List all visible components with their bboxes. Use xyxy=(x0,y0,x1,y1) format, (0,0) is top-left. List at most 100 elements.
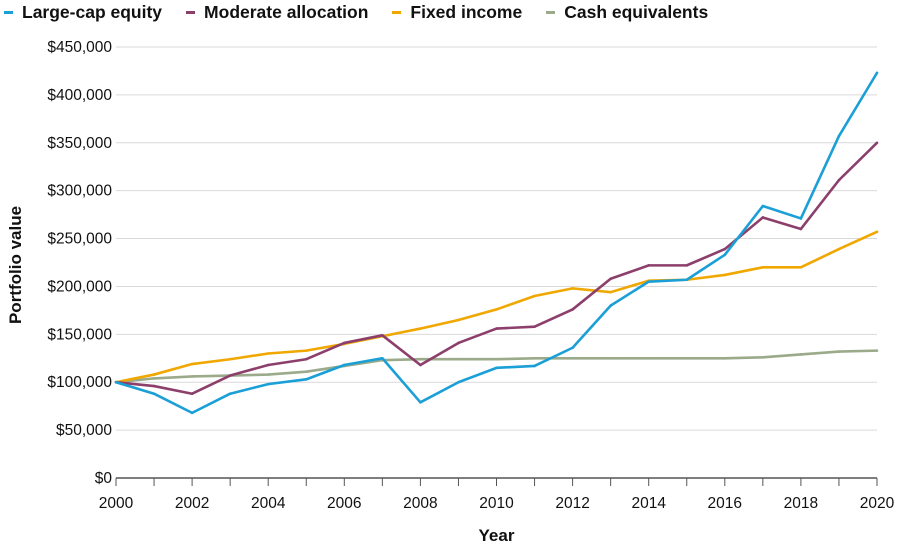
y-tick-label: $100,000 xyxy=(47,374,112,391)
data-point xyxy=(457,341,460,345)
series-line xyxy=(115,72,879,415)
x-tick-label: 2018 xyxy=(784,495,818,512)
data-point xyxy=(723,356,727,360)
legend-swatch xyxy=(186,11,196,14)
data-point xyxy=(533,294,536,298)
data-point xyxy=(343,363,346,367)
data-point xyxy=(190,411,194,415)
data-point xyxy=(304,357,308,361)
data-point xyxy=(457,357,460,361)
data-point xyxy=(152,373,156,376)
data-point xyxy=(875,349,879,352)
data-point xyxy=(571,287,574,290)
legend-swatch xyxy=(392,11,402,14)
y-tick-label: $50,000 xyxy=(56,422,112,439)
legend-swatch xyxy=(4,11,13,14)
y-axis-title: Portfolio value xyxy=(6,206,25,324)
data-point xyxy=(495,327,498,330)
data-point xyxy=(609,277,612,281)
series-moderate-allocation xyxy=(114,141,879,396)
data-point xyxy=(609,304,612,307)
y-tick-label: $0 xyxy=(95,470,113,487)
y-tick-label: $150,000 xyxy=(47,326,112,343)
data-point xyxy=(875,71,879,75)
x-tick-label: 2016 xyxy=(708,495,742,512)
legend-label: Large-cap equity xyxy=(22,2,163,22)
data-point xyxy=(533,325,536,328)
data-point xyxy=(533,356,536,360)
data-point xyxy=(685,264,689,267)
legend-swatch xyxy=(546,11,556,14)
data-point xyxy=(609,290,612,294)
data-point xyxy=(761,216,765,219)
data-point xyxy=(761,265,765,269)
legend-item: Fixed income xyxy=(392,2,522,23)
data-point xyxy=(343,341,346,345)
data-point xyxy=(723,253,727,257)
data-point xyxy=(304,370,308,373)
legend-label: Moderate allocation xyxy=(204,2,369,22)
data-point xyxy=(723,273,727,277)
x-tick-label: 2010 xyxy=(479,495,514,512)
x-axis-title: Year xyxy=(479,526,515,545)
chart-legend: Large-cap equity Moderate allocation Fixed… xyxy=(4,2,732,23)
data-point xyxy=(647,280,650,283)
data-point xyxy=(114,380,118,384)
data-point xyxy=(228,357,232,361)
data-point xyxy=(266,382,270,386)
data-point xyxy=(457,318,460,322)
data-point xyxy=(571,356,574,360)
series-fixed-income xyxy=(114,230,879,384)
data-point xyxy=(647,356,650,360)
data-point xyxy=(685,356,689,360)
data-point xyxy=(609,356,612,360)
series-cash-equivalents xyxy=(114,349,879,384)
data-point xyxy=(190,392,194,396)
data-point xyxy=(799,217,803,220)
data-point xyxy=(495,357,498,361)
data-point xyxy=(761,356,765,359)
y-tick-label: $400,000 xyxy=(47,87,112,104)
x-tick-label: 2000 xyxy=(99,495,134,512)
x-tick-label: 2014 xyxy=(631,495,666,512)
data-point xyxy=(228,374,232,377)
data-point xyxy=(381,356,384,360)
series-large-cap-equity xyxy=(114,71,879,415)
legend-label: Cash equivalents xyxy=(564,2,709,22)
series-line xyxy=(115,349,878,384)
data-point xyxy=(266,352,270,355)
data-point xyxy=(152,384,156,388)
data-point xyxy=(266,363,270,367)
data-point xyxy=(875,230,879,234)
data-point xyxy=(419,363,422,367)
data-point xyxy=(875,141,879,145)
legend-item: Moderate allocation xyxy=(186,2,368,23)
x-tick-label: 2002 xyxy=(175,495,209,512)
x-tick-label: 2020 xyxy=(860,495,895,512)
data-point xyxy=(799,227,803,231)
data-point xyxy=(495,308,498,311)
y-tick-label: $200,000 xyxy=(47,278,112,295)
data-point xyxy=(799,353,803,356)
data-point xyxy=(152,377,156,380)
y-tick-label: $450,000 xyxy=(47,39,112,56)
data-point xyxy=(419,357,422,361)
y-tick-label: $250,000 xyxy=(47,231,112,248)
data-point xyxy=(228,392,232,396)
x-tick-label: 2006 xyxy=(327,495,361,512)
data-point xyxy=(571,308,574,311)
data-point xyxy=(685,278,689,282)
data-point xyxy=(419,327,422,330)
data-point xyxy=(837,178,841,182)
legend-item: Large-cap equity xyxy=(4,2,162,23)
legend-label: Fixed income xyxy=(410,2,523,22)
y-tick-label: $350,000 xyxy=(47,135,112,152)
data-point xyxy=(837,134,841,138)
data-point xyxy=(152,392,156,396)
data-point xyxy=(304,378,308,381)
x-tick-label: 2012 xyxy=(555,495,589,512)
data-point xyxy=(419,401,422,404)
legend-item: Cash equivalents xyxy=(546,2,708,23)
data-point xyxy=(723,247,727,251)
